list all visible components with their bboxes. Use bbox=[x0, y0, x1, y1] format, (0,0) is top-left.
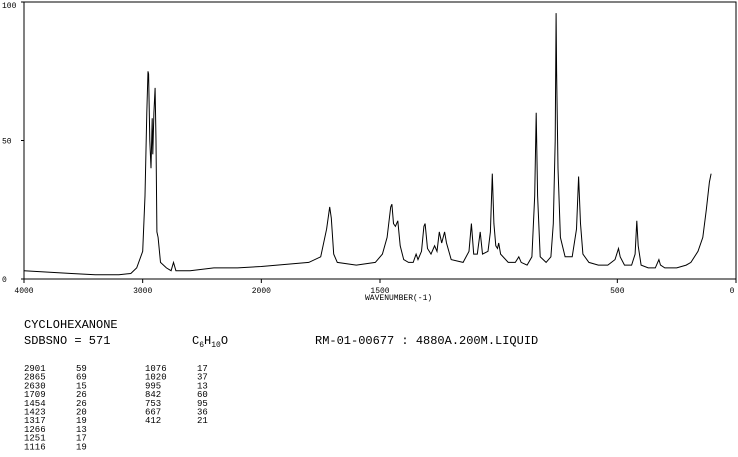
peak-wavenumber: 2865 bbox=[24, 373, 46, 383]
y-tick-label: 0 bbox=[2, 276, 7, 285]
peak-wavenumber: 1317 bbox=[24, 416, 46, 426]
compound-name: CYCLOHEXANONE bbox=[24, 318, 118, 332]
peak-intensity: 95 bbox=[197, 399, 208, 409]
x-tick-label: 0 bbox=[730, 287, 735, 296]
peak-intensity: 60 bbox=[197, 390, 208, 400]
peak-intensity: 59 bbox=[76, 364, 87, 374]
x-axis-label: WAVENUMBER(-1) bbox=[365, 294, 432, 303]
plot-frame bbox=[23, 1, 737, 280]
peak-intensity: 37 bbox=[197, 373, 208, 383]
peak-wavenumber: 1266 bbox=[24, 425, 46, 435]
formula-part: O bbox=[221, 334, 228, 348]
peak-wavenumber: 1454 bbox=[24, 399, 46, 409]
peak-wavenumber: 1076 bbox=[145, 364, 167, 374]
peak-intensity: 36 bbox=[197, 408, 208, 418]
spectrum-line bbox=[23, 13, 712, 276]
formula-part: 10 bbox=[211, 341, 221, 350]
y-tick-label: 50 bbox=[2, 138, 12, 147]
x-tick-label: 1500 bbox=[370, 287, 389, 296]
peak-intensity: 13 bbox=[197, 381, 208, 391]
peak-intensity: 19 bbox=[76, 442, 87, 452]
formula-part: C bbox=[192, 334, 199, 348]
peak-wavenumber: 1251 bbox=[24, 434, 46, 444]
peak-wavenumber: 412 bbox=[145, 416, 161, 426]
peak-intensity: 17 bbox=[197, 364, 208, 374]
x-tick-label: 4000 bbox=[14, 287, 33, 296]
formula: C6H10O bbox=[192, 334, 228, 350]
peak-wavenumber: 1423 bbox=[24, 408, 46, 418]
peak-intensity: 19 bbox=[76, 416, 87, 426]
peak-wavenumber: 1020 bbox=[145, 373, 167, 383]
peak-wavenumber: 667 bbox=[145, 408, 161, 418]
peak-intensity: 69 bbox=[76, 373, 87, 383]
peak-wavenumber: 842 bbox=[145, 390, 161, 400]
sdbs-number: SDBSNO = 571 bbox=[24, 334, 110, 348]
peak-wavenumber: 753 bbox=[145, 399, 161, 409]
peak-intensity: 15 bbox=[76, 381, 87, 391]
formula-part: 6 bbox=[199, 341, 204, 350]
x-tick-label: 3000 bbox=[133, 287, 152, 296]
peak-wavenumber: 2901 bbox=[24, 364, 46, 374]
peak-intensity: 26 bbox=[76, 390, 87, 400]
formula-part: H bbox=[204, 334, 211, 348]
peak-wavenumber: 2630 bbox=[24, 381, 46, 391]
y-tick-label: 100 bbox=[2, 2, 17, 11]
peak-intensity: 17 bbox=[76, 434, 87, 444]
x-tick-label: 2000 bbox=[252, 287, 271, 296]
peak-intensity: 26 bbox=[76, 399, 87, 409]
sample-info: RM-01-00677 : 4880A.200M.LIQUID bbox=[315, 334, 538, 348]
peak-intensity: 21 bbox=[197, 416, 208, 426]
peak-intensity: 13 bbox=[76, 425, 87, 435]
peak-wavenumber: 1709 bbox=[24, 390, 46, 400]
peak-intensity: 20 bbox=[76, 408, 87, 418]
peak-wavenumber: 995 bbox=[145, 381, 161, 391]
peak-wavenumber: 1116 bbox=[24, 442, 46, 452]
x-tick-label: 500 bbox=[610, 287, 625, 296]
